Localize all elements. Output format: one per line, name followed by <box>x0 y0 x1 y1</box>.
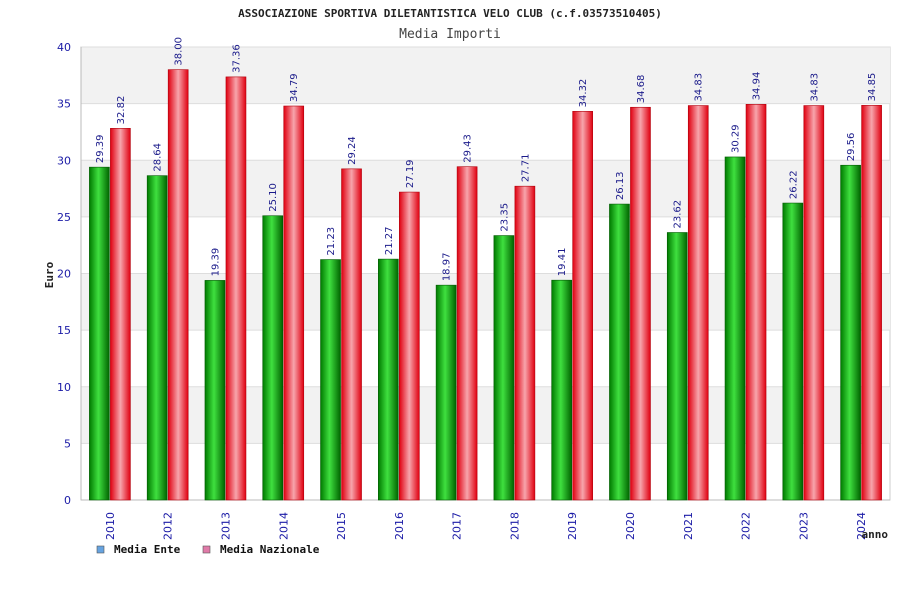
x-tick-label: 2016 <box>393 512 406 540</box>
bar-media-ente <box>609 203 630 501</box>
x-tick-label: 2013 <box>219 512 232 540</box>
data-label: 27.19 <box>405 159 416 188</box>
data-label: 32.82 <box>116 96 127 125</box>
grid-band <box>81 160 890 217</box>
data-label: 19.39 <box>210 248 221 277</box>
bar-media-nazionale <box>110 128 131 501</box>
x-tick-label: 2021 <box>682 512 695 540</box>
y-tick-label: 0 <box>64 494 71 507</box>
bar-media-nazionale <box>687 105 709 501</box>
data-label: 38.00 <box>174 37 185 66</box>
data-label: 23.35 <box>499 203 510 232</box>
data-label: 26.22 <box>788 170 799 199</box>
x-tick-label: 2017 <box>451 512 464 540</box>
data-label: 28.64 <box>153 143 164 172</box>
data-label: 21.23 <box>326 227 337 256</box>
y-axis-title: Euro <box>43 261 56 288</box>
data-label: 30.29 <box>731 124 742 153</box>
data-label: 34.79 <box>289 73 300 102</box>
legend-label: Media Ente <box>114 543 181 556</box>
legend: Media Ente Media Nazionale <box>96 543 320 556</box>
data-label: 23.62 <box>673 200 684 229</box>
data-label: 27.71 <box>520 154 531 183</box>
data-label: 37.36 <box>231 44 242 73</box>
data-label: 34.32 <box>578 79 589 108</box>
x-tick-label: 2022 <box>740 512 753 540</box>
bar-media-nazionale <box>283 105 305 501</box>
bar-media-ente <box>320 259 341 501</box>
data-label: 29.39 <box>95 135 106 164</box>
data-label: 34.83 <box>809 73 820 102</box>
grid-band <box>81 273 890 331</box>
bar-media-ente <box>666 232 688 501</box>
grid-bands <box>80 46 891 501</box>
y-tick-label: 30 <box>57 154 71 167</box>
data-label: 34.83 <box>694 73 705 102</box>
bar-media-nazionale <box>745 104 767 501</box>
chart-subtitle: Media Importi <box>399 27 501 42</box>
data-label: 34.85 <box>867 73 878 102</box>
x-tick-label: 2012 <box>162 512 175 540</box>
legend-label: Media Nazionale <box>220 543 320 556</box>
bar-media-ente <box>262 215 284 501</box>
legend-swatch <box>96 545 105 554</box>
data-label: 34.68 <box>636 75 647 104</box>
bar-media-nazionale <box>630 106 651 501</box>
bar-media-nazionale <box>225 76 247 501</box>
bar-media-ente <box>724 156 746 501</box>
bar-media-ente <box>435 284 457 501</box>
y-tick-label: 20 <box>57 268 71 281</box>
x-tick-label: 2015 <box>335 512 348 540</box>
data-label: 19.41 <box>557 248 568 277</box>
x-tick-label: 2020 <box>624 512 637 540</box>
bar-media-ente <box>840 164 861 501</box>
bar-media-ente <box>89 166 110 501</box>
y-tick-label: 35 <box>57 98 71 111</box>
data-label: 21.27 <box>384 226 395 255</box>
bar-media-nazionale <box>341 168 362 501</box>
bar-media-nazionale <box>572 111 593 501</box>
bar-media-nazionale <box>514 185 536 501</box>
x-tick-label: 2018 <box>508 512 521 540</box>
bar-media-ente <box>378 258 399 501</box>
x-tick-label: 2014 <box>277 512 290 540</box>
x-axis-ticks: 2010 2012 2013 2014 2015 2016 2017 2018 2019 2020… <box>104 512 868 540</box>
x-axis-title: anno <box>862 528 889 541</box>
bar-media-ente <box>551 279 572 501</box>
data-label: 26.13 <box>615 171 626 200</box>
bar-media-ente <box>493 235 515 501</box>
chart-title: ASSOCIAZIONE SPORTIVA DILETANTISTICA VEL… <box>238 7 662 20</box>
y-tick-label: 15 <box>57 324 71 337</box>
data-label: 29.56 <box>846 133 857 162</box>
x-tick-label: 2010 <box>104 512 117 540</box>
grid-band <box>81 47 890 104</box>
bar-media-ente <box>146 175 168 501</box>
y-tick-label: 40 <box>57 41 71 54</box>
bar-media-nazionale <box>167 69 189 501</box>
data-label: 34.94 <box>752 72 763 101</box>
bar-media-nazionale <box>803 105 825 501</box>
y-tick-label: 25 <box>57 211 71 224</box>
x-tick-label: 2024 <box>855 512 868 540</box>
data-label: 18.97 <box>442 253 453 282</box>
bar-media-nazionale <box>861 105 882 501</box>
bar-media-nazionale <box>456 166 478 501</box>
data-label: 29.24 <box>347 136 358 165</box>
data-labels: 29.39 32.82 28.64 38.00 19.39 37.36 25.10 34.79… <box>95 37 878 281</box>
y-tick-label: 5 <box>64 437 71 450</box>
bar-media-nazionale <box>399 191 420 501</box>
bar-media-ente <box>204 280 226 501</box>
data-label: 29.43 <box>463 134 474 163</box>
bar-media-ente <box>782 202 804 501</box>
legend-swatch <box>202 545 211 554</box>
data-label: 25.10 <box>268 183 279 212</box>
grid-band <box>81 386 890 444</box>
x-tick-label: 2023 <box>797 512 810 540</box>
y-axis-ticks: 0 5 10 15 20 25 30 35 40 <box>57 41 71 507</box>
y-tick-label: 10 <box>57 381 71 394</box>
x-tick-label: 2019 <box>566 512 579 540</box>
bars <box>89 69 882 501</box>
